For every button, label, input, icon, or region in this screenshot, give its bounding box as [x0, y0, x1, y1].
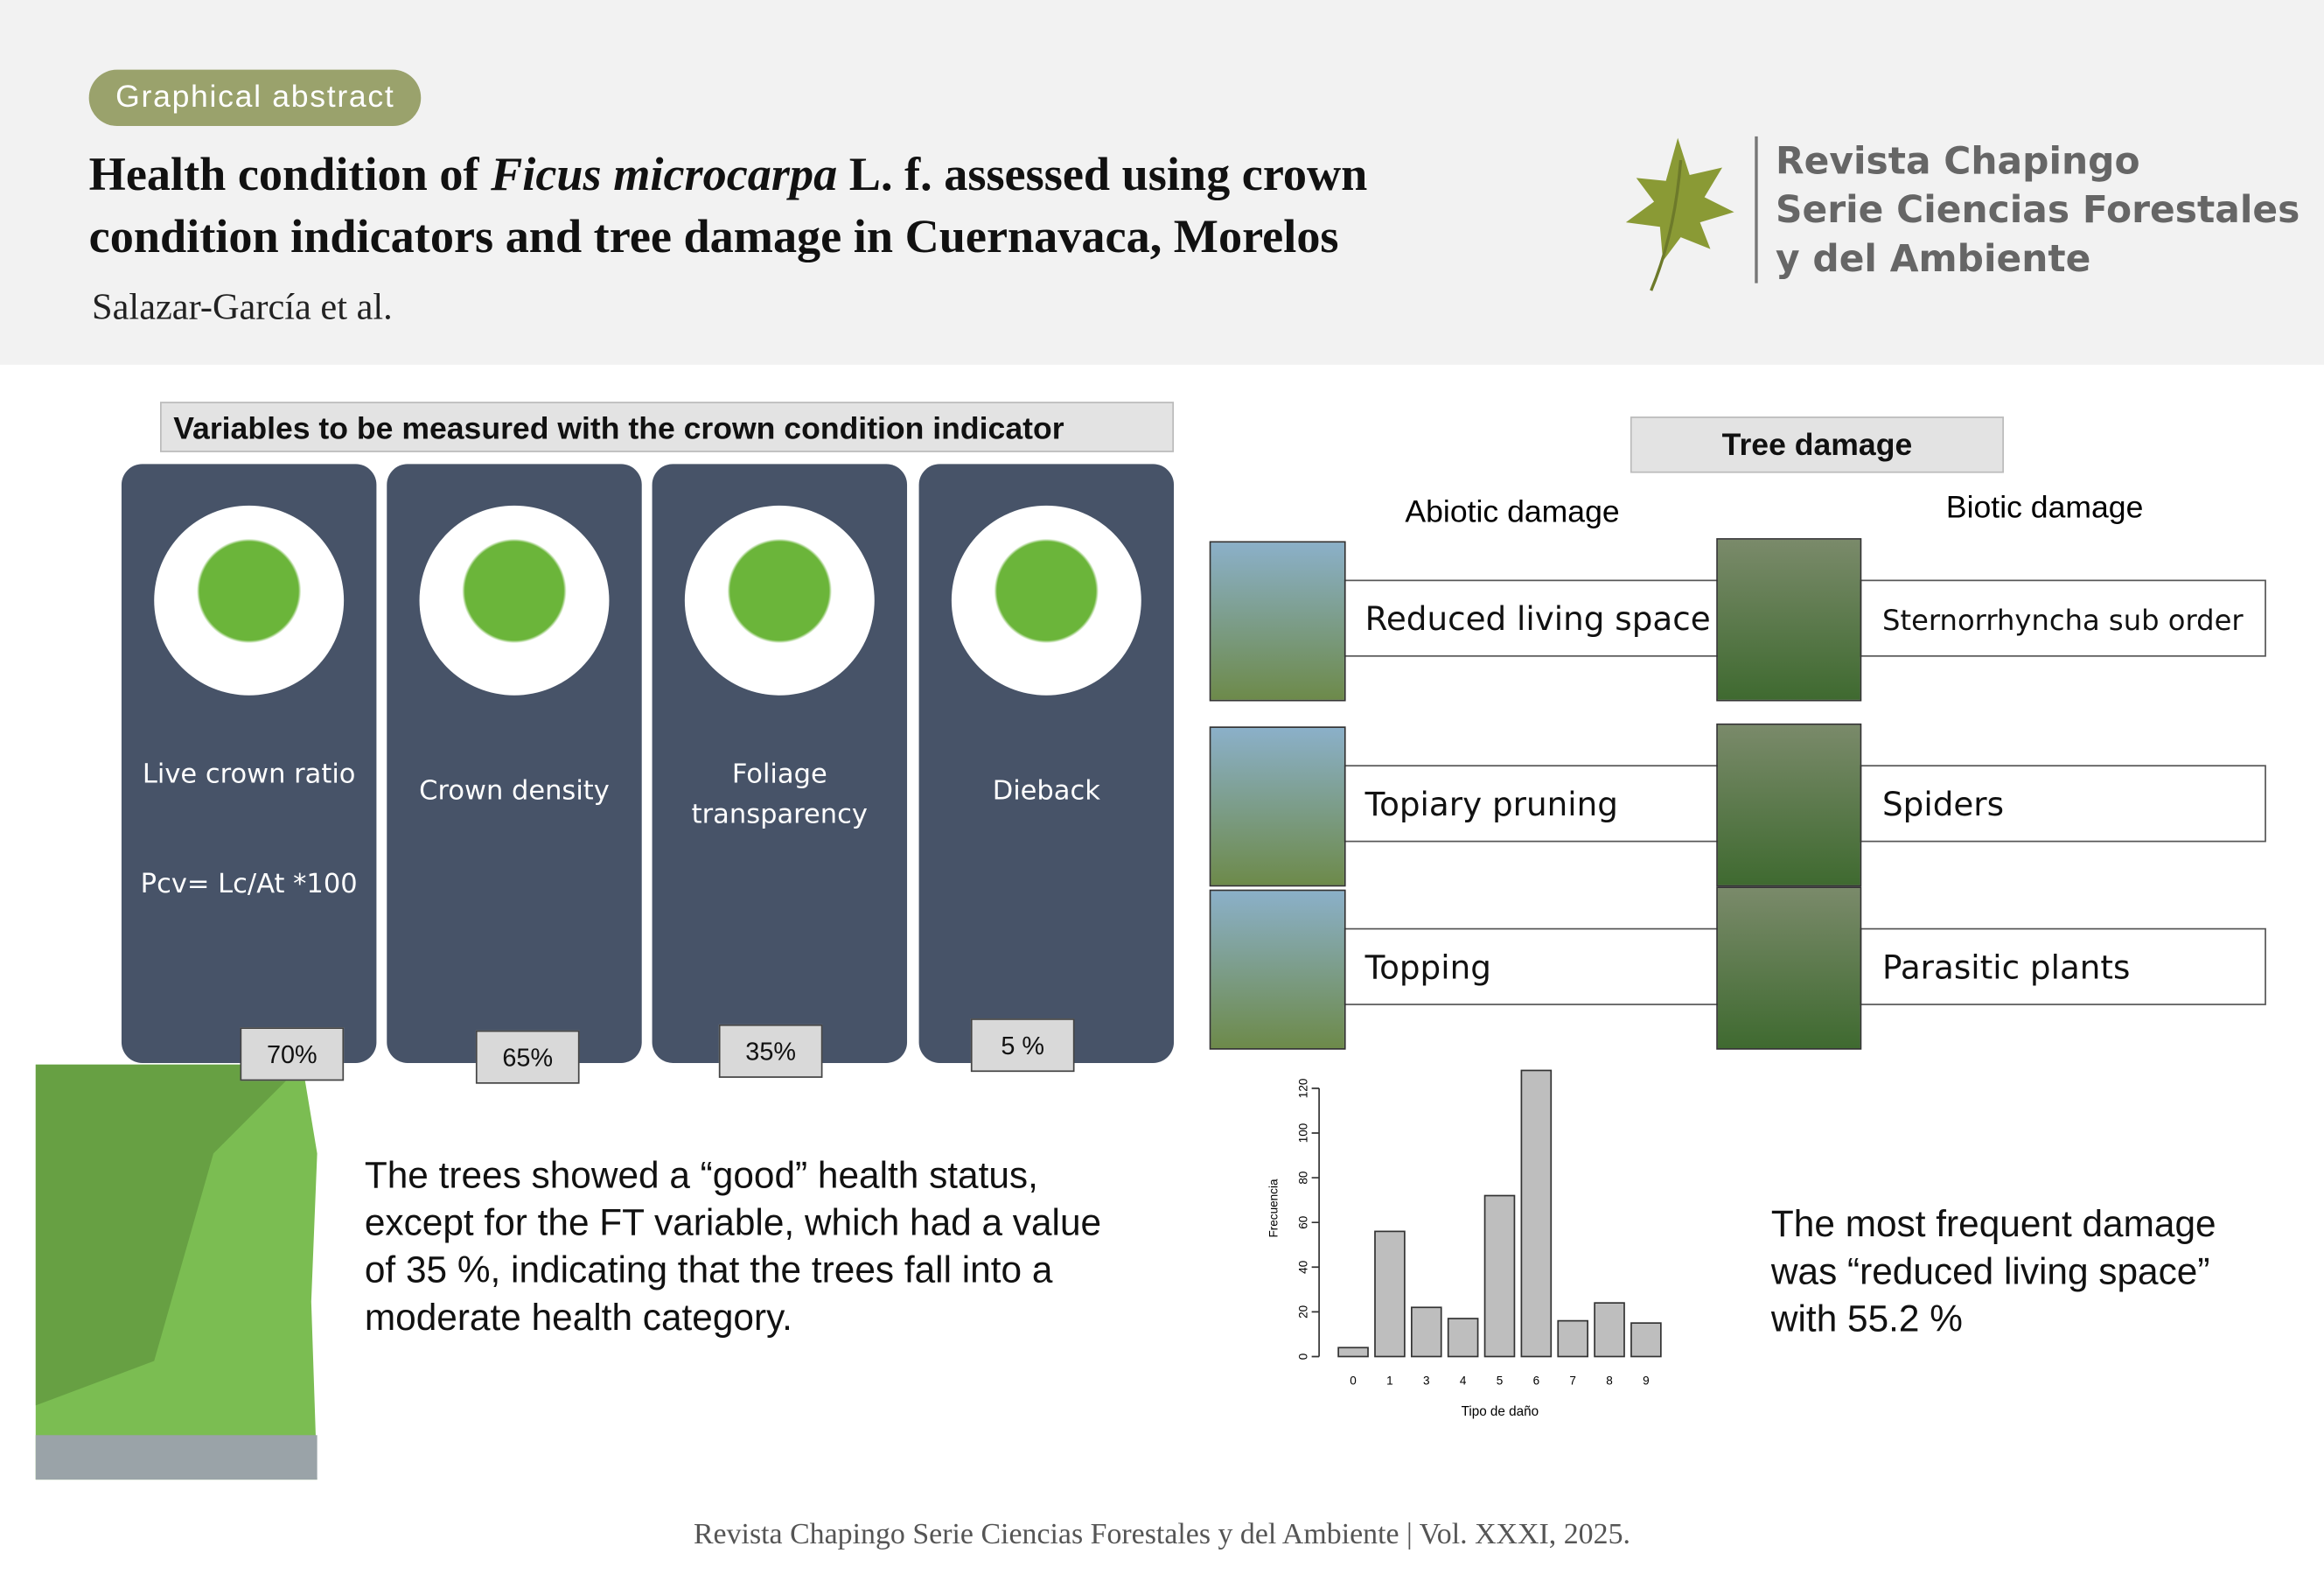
- x-tick-label: 6: [1533, 1375, 1540, 1388]
- bar: [1410, 1306, 1442, 1358]
- bar: [1447, 1318, 1479, 1358]
- card-value: 5 %: [970, 1018, 1075, 1073]
- chart: 0 20 40 60 80 100 120 Frecuencia Tipo de daño 0 1 3…: [1267, 1069, 1662, 1419]
- card-formula: Pcv= Lc/At *100: [140, 868, 358, 900]
- damage-box: Parasitic plants: [1860, 927, 2266, 1005]
- bar: [1483, 1194, 1516, 1358]
- x-tick-label: 3: [1423, 1375, 1430, 1388]
- title: Health condition of Ficus microcarpa L. …: [89, 143, 1512, 267]
- bar: [1520, 1069, 1553, 1358]
- bar: [1557, 1319, 1588, 1358]
- y-tick-label: 40: [1297, 1261, 1310, 1274]
- y-axis-label: Frecuencia: [1267, 1179, 1281, 1237]
- x-tick-label: 9: [1643, 1375, 1650, 1388]
- damage-box: Spiders: [1860, 765, 2266, 843]
- card-image: [419, 505, 610, 696]
- y-tick-label: 100: [1297, 1123, 1310, 1144]
- card-image: [684, 505, 875, 696]
- bar: [1630, 1322, 1662, 1358]
- badge: Graphical abstract: [88, 69, 422, 127]
- card-value: 35%: [718, 1024, 823, 1078]
- section-heading: Tree damage: [1630, 416, 2004, 473]
- y-tick-label: 120: [1297, 1079, 1310, 1099]
- y-tick-label: 0: [1297, 1354, 1310, 1361]
- card: Foliage transparency 35%: [652, 464, 908, 1078]
- damage-photo: [1209, 889, 1346, 1050]
- card-label: Dieback: [992, 775, 1100, 807]
- journal-line: y del Ambiente: [1776, 237, 2091, 281]
- damage-photo: [1716, 538, 1862, 702]
- x-tick-label: 4: [1460, 1375, 1467, 1388]
- section-heading: Variables to be measured with the crown …: [160, 402, 1175, 452]
- damage-box: Topping: [1343, 927, 1720, 1005]
- x-tick-label: 8: [1606, 1375, 1613, 1388]
- damage-photo: [1716, 723, 1862, 887]
- crown-summary: The trees showed a “good” health status,…: [364, 1155, 1102, 1340]
- damage-box: Reduced living space: [1343, 579, 1720, 657]
- card: Crown density 65%: [387, 464, 642, 1084]
- journal-name: Revista Chapingo Serie Ciencias Forestale…: [1755, 136, 2300, 283]
- y-tick-label: 60: [1297, 1216, 1310, 1229]
- damage-box: Sternorrhyncha sub order: [1860, 579, 2266, 657]
- damage-photo: [1209, 726, 1346, 887]
- header: [0, 0, 2324, 365]
- card-value: 65%: [475, 1030, 580, 1084]
- bar: [1374, 1230, 1406, 1358]
- y-tick-label: 20: [1297, 1305, 1310, 1319]
- card: Dieback 5 %: [918, 464, 1175, 1073]
- bar: [1594, 1302, 1625, 1358]
- card-label: Crown density: [419, 775, 610, 807]
- x-tick-label: 0: [1350, 1375, 1357, 1388]
- x-tick-label: 7: [1569, 1375, 1576, 1388]
- card-label: Live crown ratio: [142, 759, 356, 791]
- card-label: Foliage transparency: [691, 759, 868, 830]
- abiotic-label: Abiotic damage: [1405, 494, 1620, 529]
- logo-leaf: [1625, 137, 1734, 291]
- card-image: [951, 505, 1141, 696]
- journal-line: Serie Ciencias Forestales: [1776, 188, 2300, 232]
- x-tick-label: 1: [1386, 1375, 1393, 1388]
- footer: Revista Chapingo Serie Ciencias Forestal…: [693, 1518, 1631, 1551]
- title-text: L. f. assessed using crown condition ind…: [88, 146, 1368, 262]
- title-text: Health condition of: [88, 146, 492, 200]
- damage-box: Topiary pruning: [1343, 765, 1720, 843]
- damage-photo: [1716, 886, 1862, 1050]
- title-species: Ficus microcarpa: [491, 146, 838, 200]
- journal-line: Revista Chapingo: [1776, 139, 2140, 183]
- authors: Salazar-García et al.: [92, 287, 393, 328]
- x-tick-label: 5: [1497, 1375, 1504, 1388]
- card-image: [154, 505, 345, 696]
- photo-trees: [35, 1064, 318, 1480]
- y-tick-label: 80: [1297, 1172, 1310, 1185]
- x-axis-label: Tipo de daño: [1462, 1404, 1539, 1419]
- damage-photo: [1209, 541, 1346, 702]
- bar: [1337, 1347, 1369, 1358]
- card: Live crown ratio Pcv= Lc/At *100 70%: [121, 464, 377, 1081]
- damage-summary: The most frequent damage was “reduced li…: [1770, 1203, 2216, 1340]
- biotic-label: Biotic damage: [1945, 490, 2144, 525]
- card-value: 70%: [240, 1027, 345, 1081]
